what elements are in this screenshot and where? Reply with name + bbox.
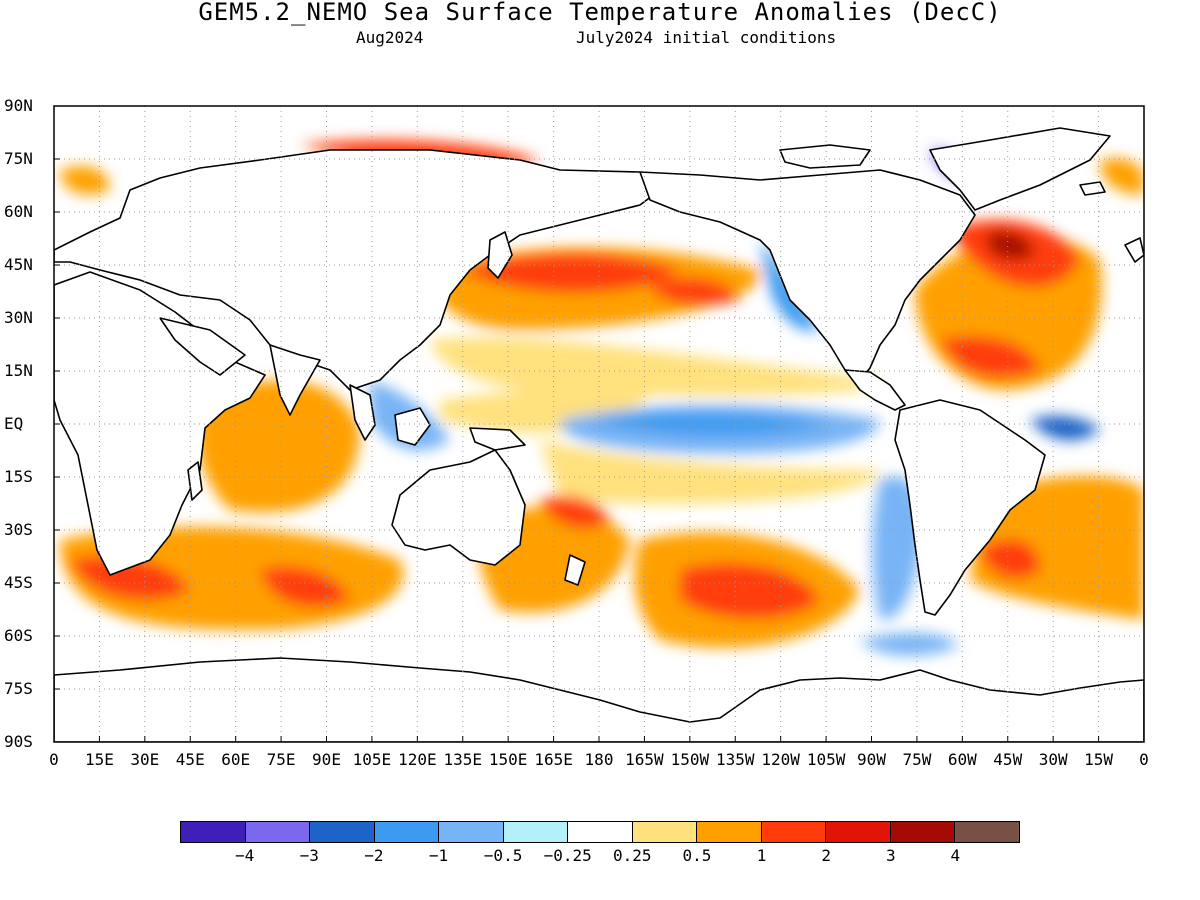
- x-tick-label: 0: [49, 750, 59, 769]
- x-tick-label: 135E: [443, 750, 483, 769]
- x-tick-label: 165E: [534, 750, 573, 769]
- legend-level-label: 1: [756, 846, 767, 865]
- legend-swatch: [632, 822, 698, 842]
- x-tick-label: 150E: [488, 750, 528, 769]
- legend-swatch: [826, 822, 891, 842]
- map-title: GEM5.2_NEMO Sea Surface Temperature Anom…: [198, 0, 1002, 26]
- y-tick-label: 30S: [4, 520, 33, 539]
- x-tick-label: 75W: [902, 750, 932, 769]
- legend-level-label: −0.25: [543, 846, 592, 865]
- x-tick-label: 105W: [806, 750, 846, 769]
- x-tick-label: 15E: [84, 750, 114, 769]
- x-tick-label: 60E: [221, 750, 251, 769]
- x-tick-label: 105E: [352, 750, 392, 769]
- x-tick-label: 90E: [312, 750, 341, 769]
- x-tick-label: 45E: [175, 750, 205, 769]
- color-legend-bar: [180, 821, 1020, 843]
- legend-level-label: −4: [234, 846, 255, 865]
- y-tick-label: 60N: [4, 202, 33, 221]
- initial-conditions-label: July2024 initial conditions: [576, 28, 837, 47]
- legend-level-label: 0.5: [682, 846, 712, 865]
- x-tick-label: 0: [1139, 750, 1149, 769]
- y-tick-label: 15S: [4, 467, 33, 486]
- legend-level-label: 2: [821, 846, 831, 865]
- x-tick-label: 150W: [670, 750, 710, 769]
- x-tick-label: 30E: [130, 750, 160, 769]
- y-tick-label: 15N: [4, 361, 33, 380]
- y-tick-label: 45N: [4, 255, 33, 274]
- tick-marks: [53, 105, 1145, 743]
- y-tick-label: 90N: [4, 96, 33, 115]
- legend-level-label: −2: [364, 846, 384, 865]
- legend-level-label: 0.25: [613, 846, 652, 865]
- graticule: [54, 106, 1144, 742]
- legend-swatch: [310, 822, 375, 842]
- legend-swatch: [761, 822, 827, 842]
- legend-swatch: [374, 822, 440, 842]
- legend-swatch: [503, 822, 569, 842]
- legend-level-label: 3: [885, 846, 896, 865]
- x-tick-label: 60W: [947, 750, 977, 769]
- x-tick-label: 120E: [398, 750, 437, 769]
- legend-swatch: [697, 822, 762, 842]
- x-tick-label: 15W: [1084, 750, 1114, 769]
- y-tick-label: EQ: [4, 414, 24, 433]
- legend-swatch: [568, 822, 633, 842]
- x-tick-label: 30W: [1038, 750, 1068, 769]
- legend-swatch: [955, 822, 1019, 842]
- y-tick-label: 45S: [4, 573, 33, 592]
- legend-swatch: [890, 822, 956, 842]
- y-tick-label: 30N: [4, 308, 33, 327]
- x-tick-label: 165W: [625, 750, 664, 769]
- legend-level-label: 4: [950, 846, 961, 865]
- y-tick-label: 60S: [4, 626, 33, 645]
- y-tick-label: 75S: [4, 679, 33, 698]
- y-tick-label: 75N: [4, 149, 33, 168]
- x-tick-label: 75E: [266, 750, 296, 769]
- valid-period: Aug2024: [356, 28, 424, 47]
- y-tick-label: 90S: [4, 732, 33, 751]
- legend-swatch: [181, 822, 246, 842]
- legend-level-label: −0.5: [483, 846, 523, 865]
- legend-level-label: −3: [299, 846, 319, 865]
- x-tick-label: 45W: [993, 750, 1023, 769]
- x-tick-label: 135W: [715, 750, 755, 769]
- x-tick-label: 120W: [761, 750, 800, 769]
- legend-level-label: −1: [428, 846, 449, 865]
- legend-swatch: [439, 822, 504, 842]
- x-tick-label: 180: [584, 750, 614, 769]
- legend-swatch: [245, 822, 311, 842]
- x-tick-label: 90W: [857, 750, 886, 769]
